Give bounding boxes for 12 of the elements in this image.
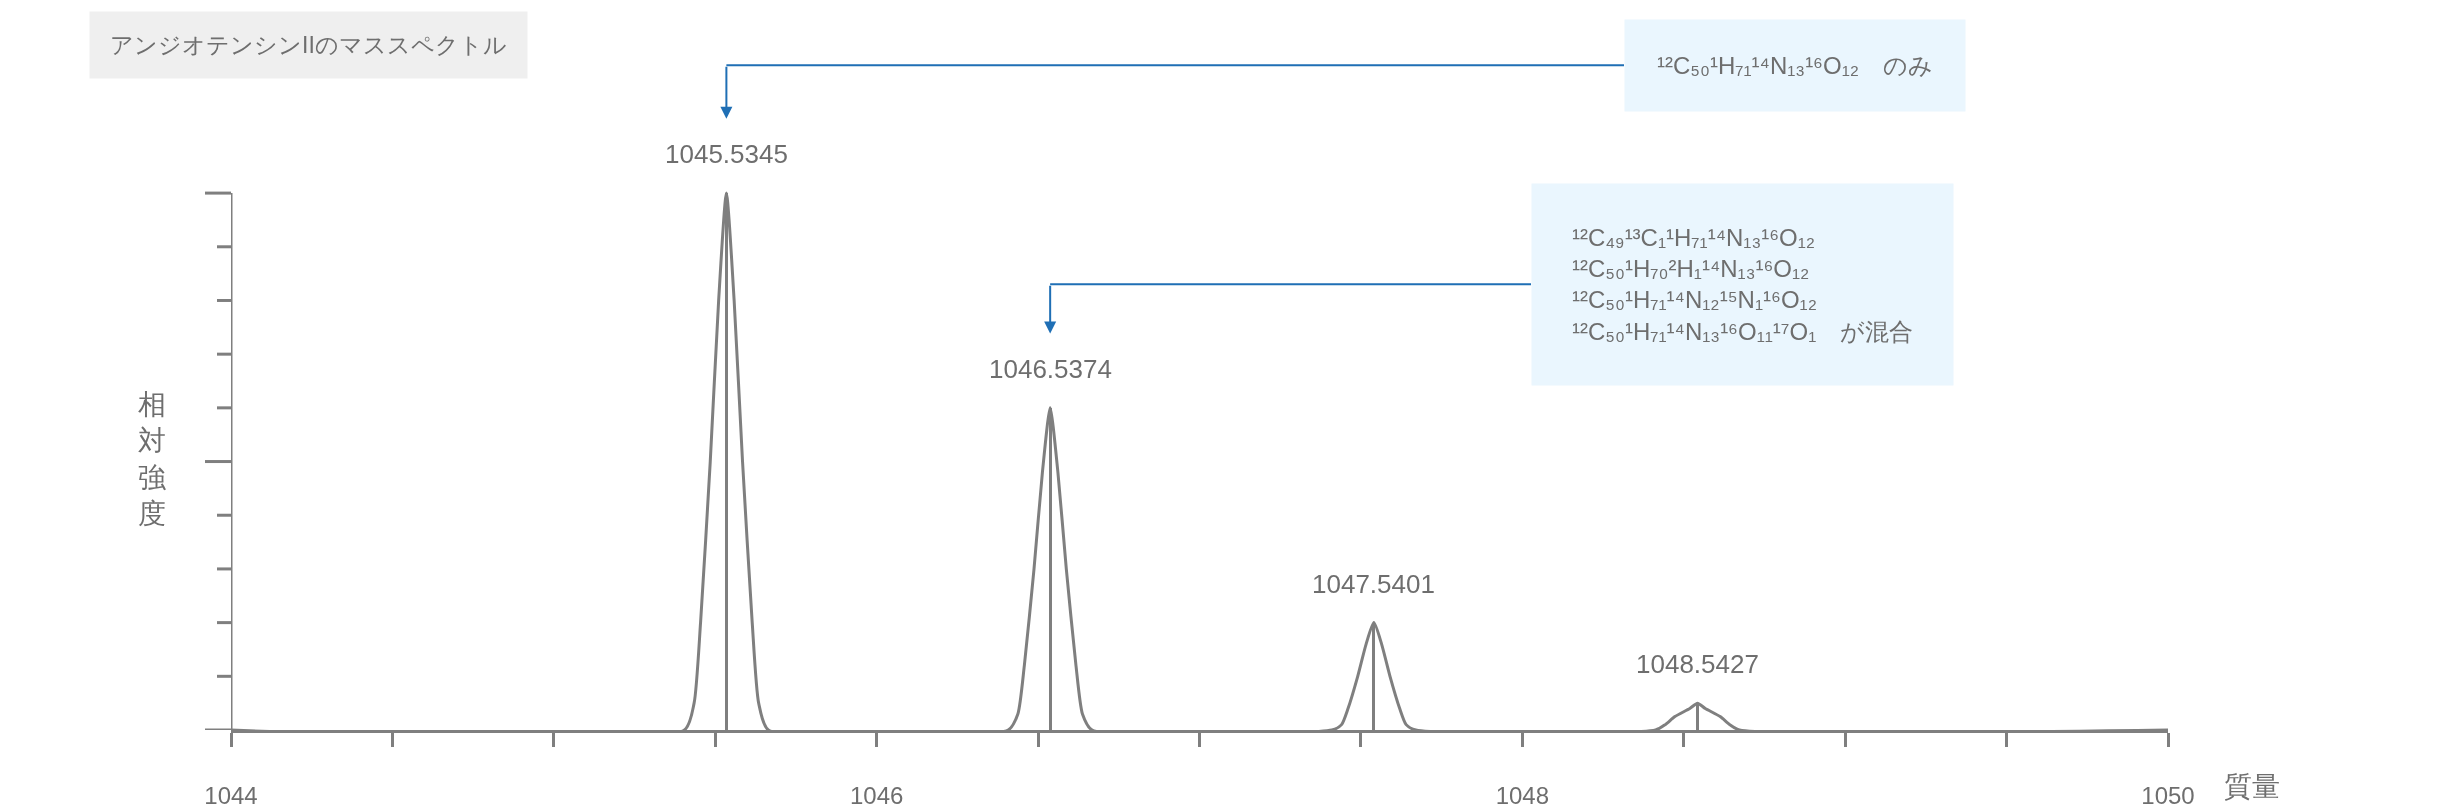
x-tick-label: 1044 [204, 781, 258, 809]
x-tick-label: 1046 [849, 781, 904, 809]
x-tick-label: 1050 [2141, 781, 2195, 809]
annotation: ¹²C₄₉¹³C₁¹H₇₁¹⁴N₁₃¹⁶O₁₂ ¹²C₅₀¹H₇₀²H₁¹⁴N₁₃¹⁶O₁₂ ¹²C₅₀¹H₇₁¹⁴N₁₂¹⁵N₁¹⁶O₁₂ ¹²C₅₀¹H₇₁¹⁴N₁₃¹⁶O₁₁¹⁷O₁ が混合 [1572, 224, 1914, 345]
annotation: 1045.5345 [665, 139, 788, 169]
chart-title: アンジオテンシンIIのマススペクトル [110, 32, 507, 58]
y-axis-title: 相対強度 [138, 389, 166, 530]
annotation: 1046.5374 [989, 354, 1112, 384]
x-tick-label: 1048 [1495, 781, 1550, 809]
annotation: 1047.5401 [1312, 569, 1435, 599]
annotation: 1048.5427 [1636, 649, 1759, 679]
x-axis-title: 質量 [2224, 771, 2280, 802]
